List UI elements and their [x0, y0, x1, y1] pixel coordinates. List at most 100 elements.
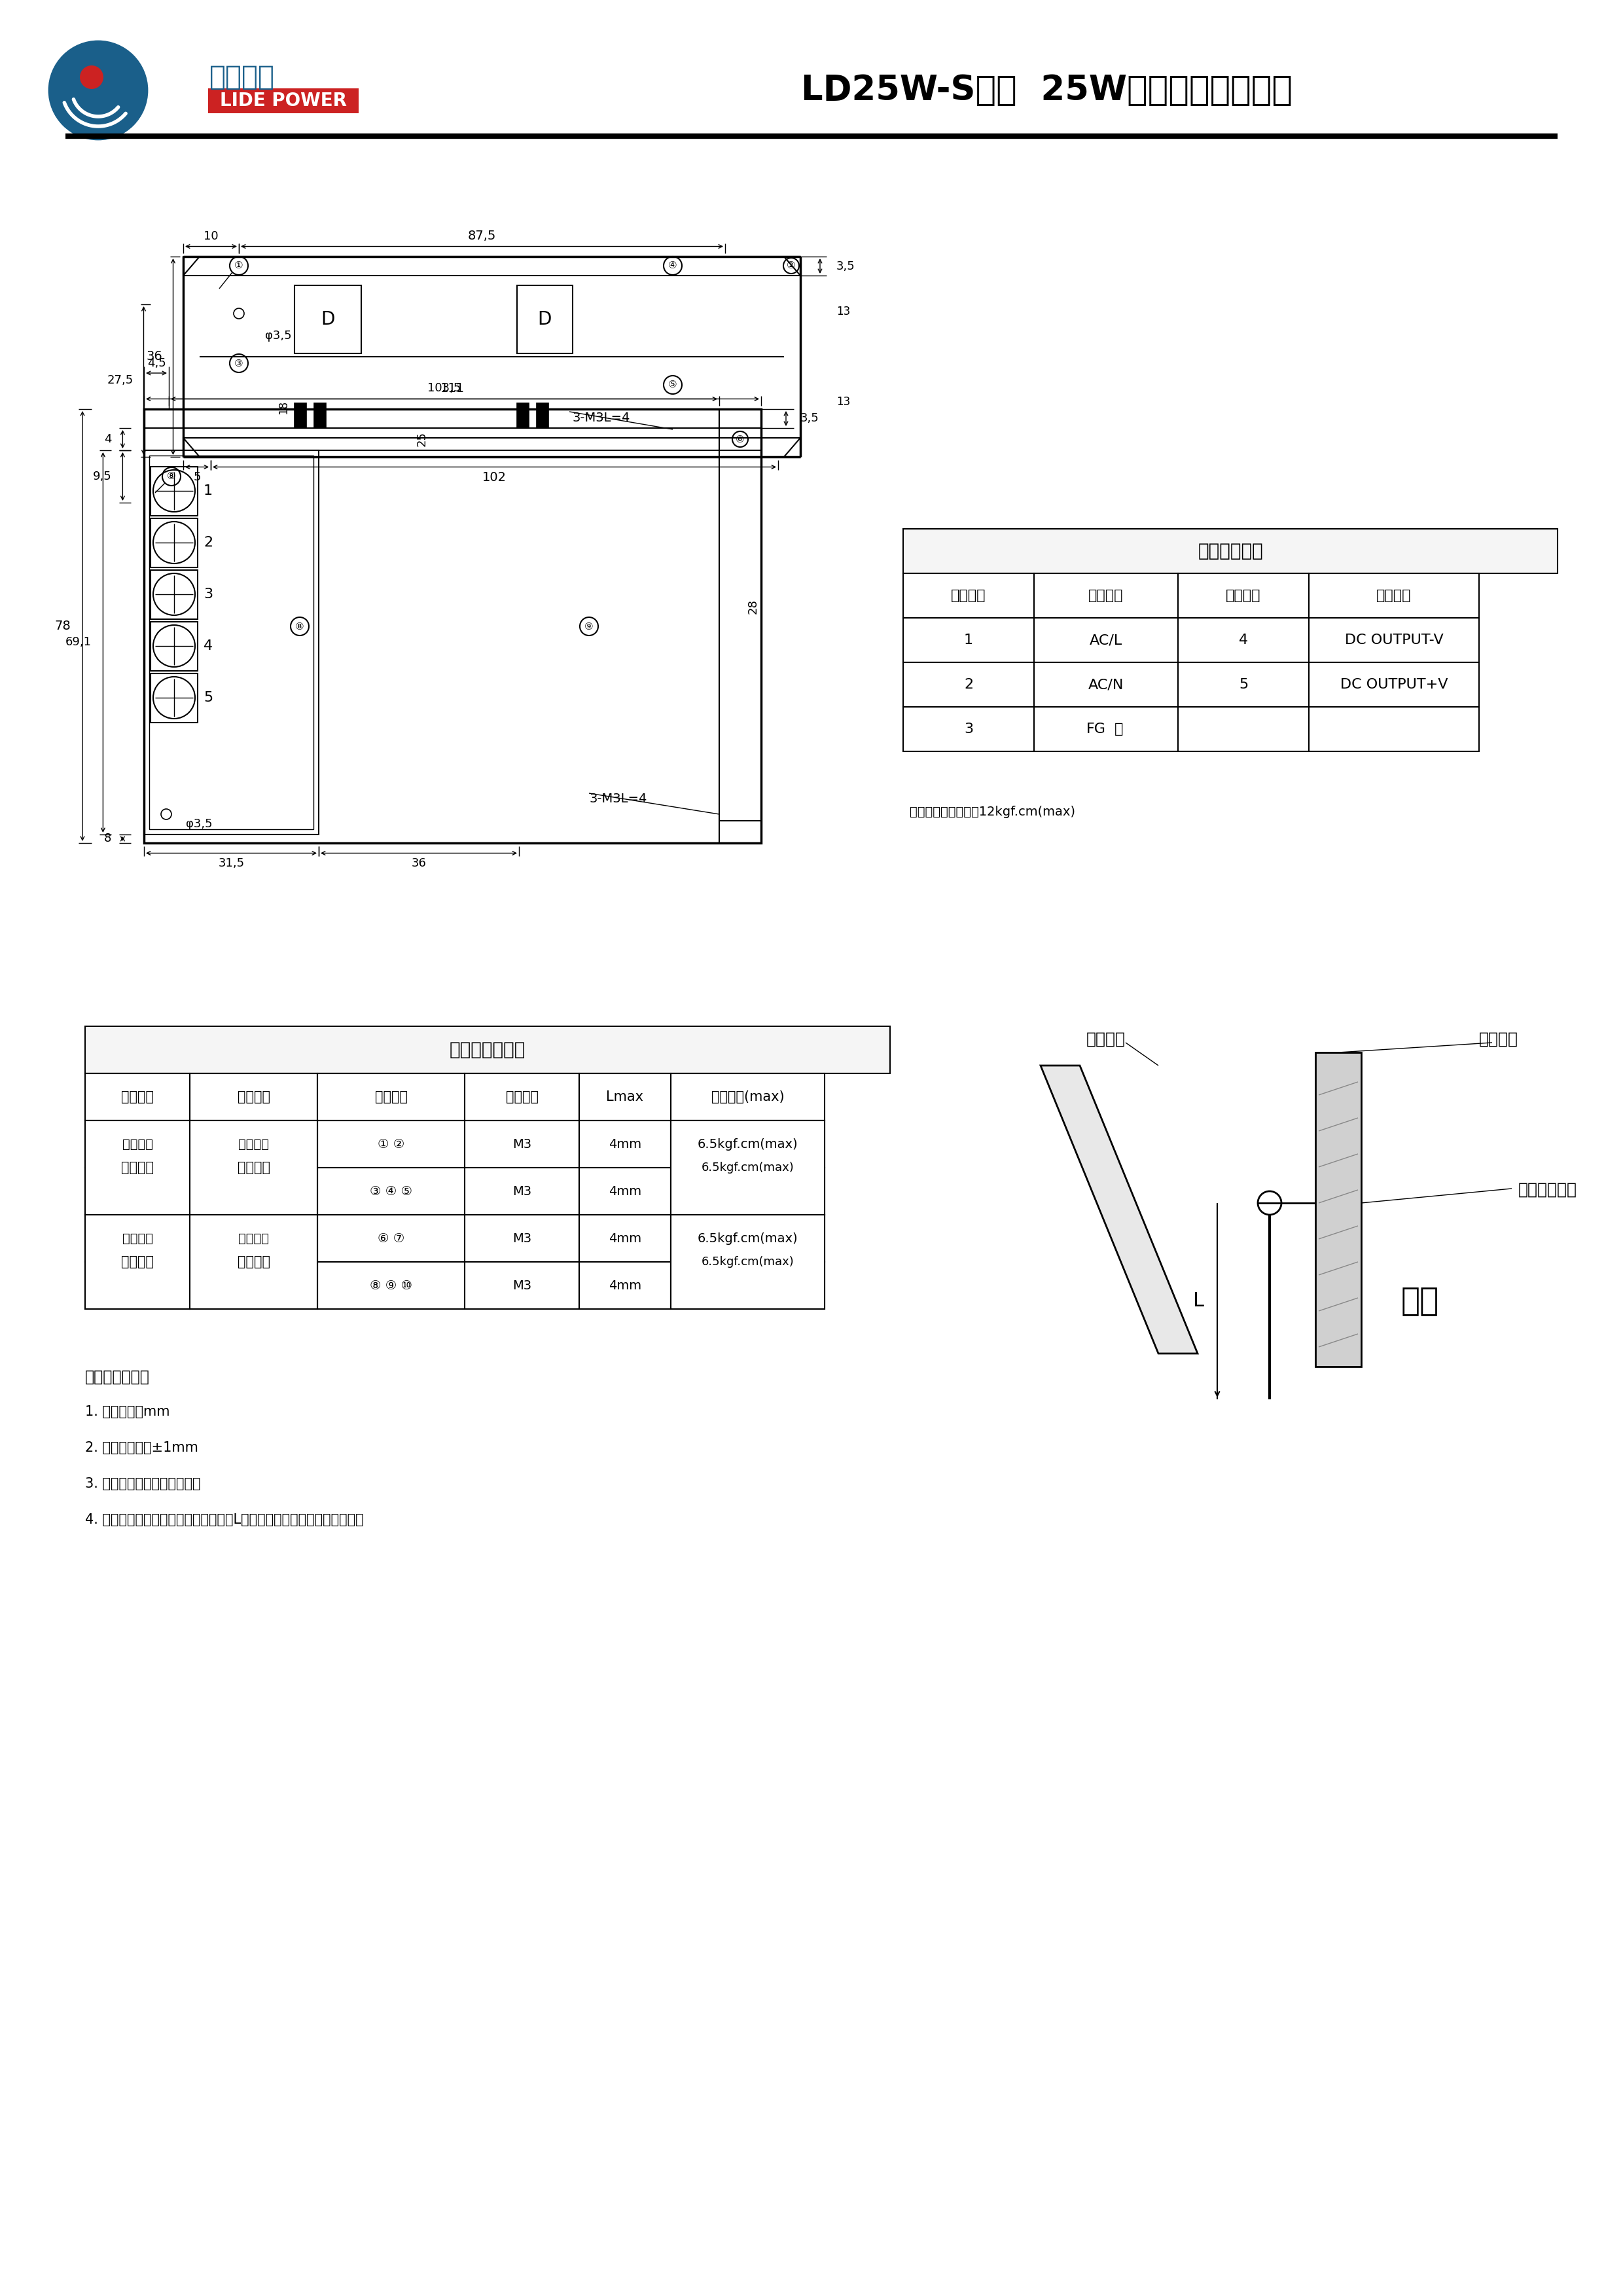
Text: 力德电源: 力德电源: [209, 64, 274, 92]
Text: M3: M3: [513, 1279, 531, 1293]
Text: 底面安装: 底面安装: [122, 1256, 154, 1267]
Bar: [84, 1215, 190, 1263]
Text: 安装注意事项：: 安装注意事项：: [84, 1368, 149, 1384]
Polygon shape: [1040, 1065, 1198, 1355]
Text: ③: ③: [234, 358, 243, 367]
Bar: [1034, 707, 1178, 751]
Text: 6.5kgf.cm(max): 6.5kgf.cm(max): [701, 1162, 794, 1173]
Bar: [1308, 707, 1479, 751]
Text: 示图: 示图: [1401, 1286, 1440, 1318]
Text: 9,5: 9,5: [93, 471, 112, 482]
Text: M3: M3: [513, 1185, 531, 1199]
Text: 安装扭矩(max): 安装扭矩(max): [711, 1091, 784, 1104]
Bar: [464, 1215, 579, 1263]
Text: D: D: [537, 310, 552, 328]
Text: 客户系统: 客户系统: [1086, 1031, 1126, 1047]
Bar: [151, 569, 198, 620]
Bar: [190, 1075, 318, 1120]
Text: 4,5: 4,5: [148, 358, 166, 370]
Bar: [1308, 574, 1479, 618]
Bar: [902, 528, 1558, 574]
Text: 2. 未标注公差为±1mm: 2. 未标注公差为±1mm: [84, 1442, 198, 1453]
Bar: [84, 1215, 190, 1309]
Bar: [579, 1169, 670, 1215]
Bar: [151, 622, 198, 670]
Text: 5: 5: [203, 691, 213, 705]
Bar: [670, 1263, 824, 1309]
Bar: [1178, 661, 1308, 707]
Bar: [464, 1075, 579, 1120]
Text: LIDE POWER: LIDE POWER: [219, 92, 347, 110]
Text: 2: 2: [203, 535, 213, 549]
Bar: [84, 1026, 889, 1075]
Bar: [318, 1263, 464, 1309]
Text: ②: ②: [787, 262, 795, 271]
Text: 3,5: 3,5: [836, 259, 855, 271]
Text: 4. 为保证安全，螺丝装入电源机壳长度L（如右图所示）要满足上表所示。: 4. 为保证安全，螺丝装入电源机壳长度L（如右图所示）要满足上表所示。: [84, 1513, 364, 1527]
Text: 端子脚位定义: 端子脚位定义: [1198, 542, 1263, 560]
Text: 安装位号: 安装位号: [375, 1091, 407, 1104]
Text: 28: 28: [747, 599, 760, 615]
Circle shape: [49, 41, 148, 140]
Text: 27,5: 27,5: [107, 374, 133, 386]
Text: 3-M3L=4: 3-M3L=4: [589, 792, 648, 804]
Bar: [719, 409, 761, 427]
Bar: [190, 1120, 318, 1169]
Bar: [318, 1169, 464, 1215]
Bar: [84, 1169, 190, 1215]
Text: DC OUTPUT+V: DC OUTPUT+V: [1341, 677, 1448, 691]
Text: M3: M3: [513, 1233, 531, 1244]
Text: 4mm: 4mm: [609, 1185, 641, 1199]
Bar: [902, 661, 1034, 707]
Bar: [518, 404, 529, 427]
Bar: [1178, 618, 1308, 661]
Text: 10: 10: [203, 230, 219, 241]
Text: 1. 尺寸单位：mm: 1. 尺寸单位：mm: [84, 1405, 170, 1419]
Text: 6.5kgf.cm(max): 6.5kgf.cm(max): [701, 1256, 794, 1267]
Text: 螺丝规格: 螺丝规格: [505, 1091, 539, 1104]
Bar: [84, 1075, 190, 1120]
Text: ⑨: ⑨: [584, 622, 594, 631]
Bar: [579, 1215, 670, 1263]
Text: 1: 1: [964, 634, 974, 647]
Text: 8: 8: [104, 833, 112, 845]
Text: ⏚: ⏚: [1115, 723, 1123, 735]
Bar: [151, 466, 198, 517]
Text: LD25W-S系列  25W单组输出开关电源: LD25W-S系列 25W单组输出开关电源: [802, 73, 1294, 108]
Text: 安装方位: 安装方位: [122, 1091, 154, 1104]
Bar: [464, 1169, 579, 1215]
Bar: [518, 285, 573, 354]
Text: 引脚编号: 引脚编号: [1225, 590, 1261, 602]
Bar: [902, 618, 1034, 661]
Text: 2: 2: [964, 677, 974, 691]
Bar: [670, 1120, 824, 1169]
Text: 4: 4: [203, 641, 213, 652]
Text: 4: 4: [104, 434, 112, 445]
Text: FG: FG: [1086, 723, 1105, 735]
Bar: [318, 1120, 464, 1169]
Text: 侧面安装: 侧面安装: [122, 1162, 154, 1173]
Text: 102: 102: [482, 471, 506, 484]
Bar: [670, 1169, 824, 1215]
Circle shape: [80, 67, 104, 90]
Bar: [190, 1169, 318, 1215]
Text: 6.5kgf.cm(max): 6.5kgf.cm(max): [698, 1233, 799, 1244]
Bar: [294, 404, 307, 427]
Text: 3,5: 3,5: [800, 413, 820, 425]
Bar: [151, 519, 198, 567]
Text: φ3,5: φ3,5: [187, 817, 213, 829]
Text: 5: 5: [193, 471, 201, 484]
Bar: [149, 455, 313, 829]
Bar: [294, 285, 362, 354]
Text: 引脚功能: 引脚功能: [1376, 590, 1412, 602]
Text: AC/N: AC/N: [1087, 677, 1123, 691]
Bar: [670, 1075, 824, 1120]
Bar: [190, 1215, 318, 1263]
Text: Lmax: Lmax: [607, 1091, 644, 1104]
Text: 底面安装: 底面安装: [122, 1233, 153, 1244]
Text: 31,5: 31,5: [217, 859, 245, 870]
Text: 螺丝固定: 螺丝固定: [239, 1139, 269, 1150]
Text: 3-M3L=4: 3-M3L=4: [573, 411, 630, 425]
Bar: [318, 1215, 464, 1263]
Text: 25: 25: [415, 432, 428, 448]
